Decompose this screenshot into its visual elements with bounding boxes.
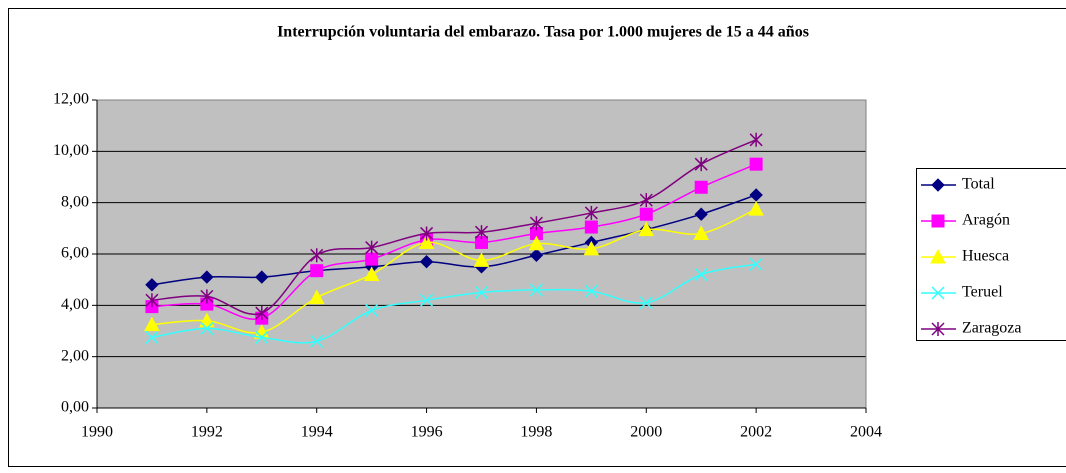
marker <box>420 226 434 241</box>
marker <box>365 303 379 317</box>
marker <box>255 330 269 344</box>
marker <box>748 201 764 216</box>
y-tick-label: 6,00 <box>61 245 89 262</box>
x-tick-label: 1990 <box>81 424 113 441</box>
marker <box>310 248 324 263</box>
marker <box>584 220 598 234</box>
marker <box>145 278 159 292</box>
marker <box>931 214 945 228</box>
x-tick-label: 1996 <box>411 424 443 441</box>
marker <box>639 207 653 221</box>
y-tick-label: 0,00 <box>61 399 89 416</box>
marker <box>694 180 708 194</box>
marker <box>145 330 159 344</box>
x-tick-label: 2000 <box>630 424 662 441</box>
y-tick-label: 10,00 <box>53 142 89 159</box>
marker <box>931 178 945 192</box>
legend-label: Teruel <box>962 284 1003 301</box>
chart-title: Interrupción voluntaria del embarazo. Ta… <box>277 24 809 41</box>
marker <box>930 248 946 264</box>
marker <box>145 293 159 308</box>
marker <box>931 322 945 336</box>
marker <box>308 289 325 305</box>
marker <box>694 207 708 221</box>
x-tick-label: 1998 <box>520 424 552 441</box>
marker <box>694 157 708 172</box>
marker <box>418 234 435 249</box>
marker <box>365 252 379 266</box>
marker <box>639 296 653 310</box>
marker <box>749 157 763 171</box>
marker <box>474 225 489 240</box>
marker <box>365 240 379 255</box>
marker <box>693 225 710 240</box>
marker <box>255 306 269 321</box>
marker <box>749 257 763 271</box>
legend-label: Zaragoza <box>962 320 1022 337</box>
marker <box>363 266 380 282</box>
legend-box <box>916 168 1066 341</box>
x-tick-label: 1994 <box>301 424 333 441</box>
marker <box>584 205 598 220</box>
marker <box>310 264 324 278</box>
marker <box>200 289 214 304</box>
x-tick-label: 2002 <box>740 424 772 441</box>
legend-label: Huesca <box>962 248 1009 265</box>
series-line <box>151 263 757 344</box>
marker <box>583 240 600 256</box>
marker <box>749 188 763 202</box>
marker <box>310 334 324 348</box>
marker <box>474 285 489 300</box>
legend-label: Aragón <box>962 212 1010 229</box>
series-line <box>151 139 757 316</box>
marker <box>584 284 598 298</box>
y-tick-label: 8,00 <box>61 193 89 210</box>
marker <box>473 252 490 267</box>
marker <box>931 286 945 300</box>
x-tick-label: 1992 <box>191 424 223 441</box>
marker <box>694 268 708 282</box>
y-tick-label: 4,00 <box>61 296 89 313</box>
marker <box>529 283 543 297</box>
marker <box>639 193 653 208</box>
x-tick-label: 2004 <box>850 424 882 441</box>
marker <box>255 270 269 284</box>
marker <box>144 316 160 332</box>
marker <box>529 216 543 231</box>
y-tick-label: 2,00 <box>61 347 89 364</box>
marker <box>529 248 544 262</box>
marker <box>420 293 434 307</box>
marker <box>528 235 545 251</box>
marker <box>200 270 214 284</box>
legend-label: Total <box>962 176 995 193</box>
y-tick-label: 12,00 <box>53 91 89 108</box>
marker <box>638 221 655 237</box>
marker <box>749 132 763 147</box>
marker <box>200 321 214 335</box>
marker <box>199 312 215 328</box>
marker <box>419 254 434 269</box>
